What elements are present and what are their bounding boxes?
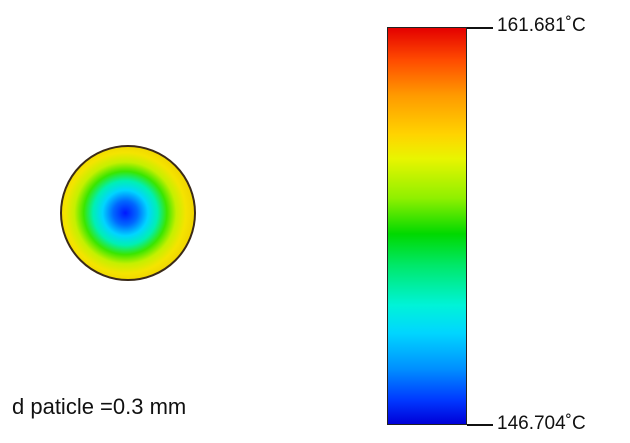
particle-diameter-caption: d paticle =0.3 mm <box>12 394 187 419</box>
colorbar-min-tick <box>467 424 493 426</box>
temperature-colorbar <box>387 27 467 425</box>
particle-circle <box>60 145 196 281</box>
colorbar-min-label: 146.704˚C <box>497 413 586 434</box>
colorbar-max-tick <box>467 27 493 29</box>
colorbar-max-label: 161.681˚C <box>497 15 586 36</box>
particle-temperature-contour <box>58 143 198 283</box>
